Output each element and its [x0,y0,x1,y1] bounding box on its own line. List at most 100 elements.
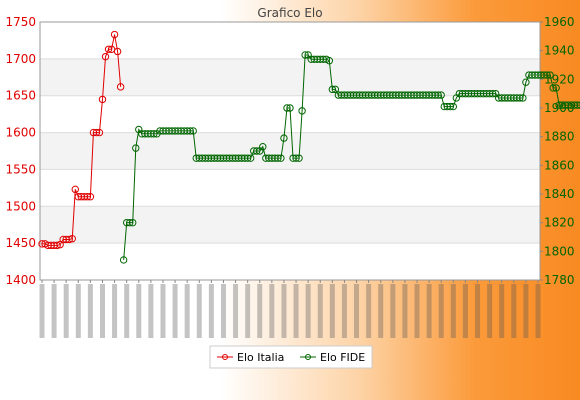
x-tick-label-blur [184,284,190,338]
data-point-italia [68,235,76,243]
data-point-fide [546,71,554,79]
data-point-fide [449,102,458,111]
y-left-tick-label: 1750 [5,15,36,29]
data-point-fide [280,134,288,142]
x-tick-label-blur [366,284,372,338]
x-tick-label-blur [281,284,287,338]
data-point-fide [129,218,137,227]
x-tick-label-blur [329,284,335,338]
x-tick-label-blur [257,284,263,338]
data-point-italia [53,241,61,250]
data-point-fide [150,130,158,138]
y-right-tick-label: 1960 [544,15,575,29]
x-tick-label-blur [317,284,323,338]
y-left-tick-labels: 1400 1450 1500 1550 1600 1650 1700 1750 [5,15,36,287]
data-point-fide [189,127,197,135]
data-point-fide [298,107,306,115]
x-tick-label-blur [172,284,178,338]
grid-band [40,243,540,280]
data-point-fide [132,144,140,152]
data-point-fide [543,71,551,79]
data-point-italia [95,128,104,137]
data-point-fide [119,256,128,264]
data-point-italia [65,235,73,244]
data-point-fide [186,127,194,135]
x-tick-label-blur [450,284,456,338]
legend-label-italia: Elo Italia [237,351,284,364]
data-point-fide [434,91,442,99]
data-point-fide [516,94,524,102]
data-point-fide [552,84,560,92]
x-tick-label-blur [208,284,214,338]
x-tick-label-blur [39,284,45,338]
x-tick-label-blur [523,284,529,338]
data-point-italia [86,193,95,201]
x-tick-label-blur [220,284,226,338]
data-point-fide [573,101,580,109]
x-tick-label-blur [390,284,396,338]
legend-box [209,345,373,369]
y-left-tick-label: 1650 [5,89,36,103]
x-tick-label-blur [87,284,93,338]
data-point-fide [253,147,261,155]
data-point-italia [116,83,125,91]
data-point-fide [549,84,557,92]
data-point-fide [325,57,334,65]
x-tick-label-blur [196,284,202,338]
y-right-tick-label: 1820 [544,216,575,230]
x-tick-label-blur [341,284,347,338]
x-tick-label-blur [438,284,444,338]
legend-label-fide: Elo FIDE [320,351,365,364]
data-point-fide [274,154,282,162]
data-point-fide [126,218,134,227]
x-tick-label-blur [233,284,239,338]
data-point-italia [92,128,101,137]
data-point-fide [446,102,454,111]
x-tick-label-blur [148,284,154,338]
y-right-tick-label: 1940 [544,44,575,58]
data-point-italia [98,95,107,104]
grid-bands [40,22,540,280]
y-right-tick-label: 1880 [544,130,575,144]
data-point-fide [295,154,303,162]
data-point-fide [277,154,285,162]
x-tick-label-blur [99,284,105,338]
data-point-fide [488,89,497,98]
x-tick-label-blur [511,284,517,338]
data-point-fide [283,104,291,112]
data-point-italia [110,30,119,39]
plot-border [39,21,541,281]
x-tick-label-blur [124,284,130,338]
x-tick-label-blur [63,284,69,338]
x-tick-label-blur [499,284,505,338]
x-tick-label-blur [402,284,408,338]
x-tick-label-blur [293,284,299,338]
legend-marker-fide [305,354,311,360]
grid-band [40,169,540,207]
chart-title: Grafico Elo [257,6,322,20]
x-tick-label-blur [535,284,541,338]
x-tick-marks [39,280,541,338]
legend-marker-italia [222,354,228,360]
y-left-tick-label: 1550 [5,162,36,176]
x-tick-label-blur [426,284,432,338]
data-point-fide [259,143,267,151]
x-tick-label-blur [305,284,311,338]
y-right-tick-label: 1840 [544,187,575,201]
data-point-italia [71,185,79,194]
y-left-tick-label: 1500 [5,199,36,213]
grid-band [40,132,540,170]
y-right-tick-label: 1800 [544,244,575,258]
grid-band [40,58,540,96]
grid-band [40,22,540,59]
legend: Elo Italia Elo FIDE [209,345,373,369]
data-point-fide [243,154,252,162]
x-tick-label-blur [269,284,275,338]
data-point-italia [113,47,122,56]
data-point-italia [83,193,92,201]
data-point-italia [101,52,110,61]
series-layer [38,30,580,264]
grid-band [40,206,540,244]
